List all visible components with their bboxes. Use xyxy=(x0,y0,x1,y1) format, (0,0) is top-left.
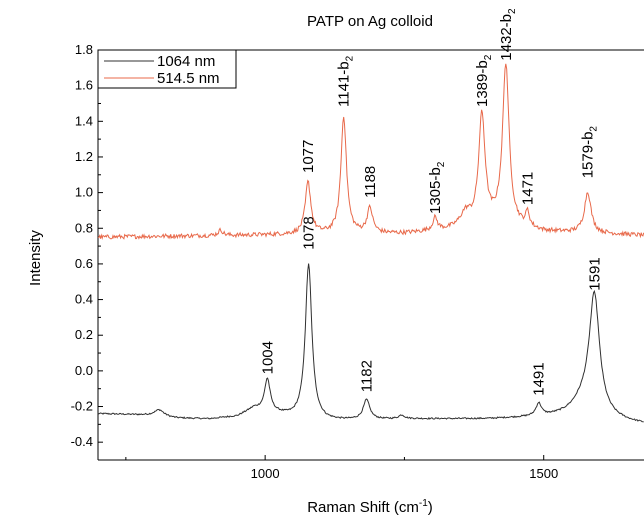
peak-label: 1141-b2 xyxy=(336,55,356,107)
y-tick-label: 1.6 xyxy=(75,78,93,93)
y-tick-label: 0.8 xyxy=(75,220,93,235)
y-tick-label: 0.6 xyxy=(75,256,93,271)
y-tick-label: 1.0 xyxy=(75,185,93,200)
x-tick-label: 1000 xyxy=(251,466,280,481)
legend-label: 1064 nm xyxy=(157,53,215,70)
peak-label: 1579-b2 xyxy=(580,126,600,179)
legend-label: 514.5 nm xyxy=(157,70,220,87)
peak-label: 1305-b2 xyxy=(427,161,447,214)
peak-label: 1432-b2 xyxy=(498,8,518,61)
peak-label: 1078 xyxy=(301,216,318,249)
peak-label: 1004 xyxy=(259,341,276,374)
peak-label: 1077 xyxy=(300,140,317,173)
y-tick-label: 1.4 xyxy=(75,113,93,128)
peak-label: 1491 xyxy=(531,362,548,395)
series-line-nir xyxy=(97,263,644,423)
peak-label: 1591 xyxy=(586,257,603,290)
y-tick-label: 0.2 xyxy=(75,327,93,342)
series-line-vis xyxy=(97,63,644,240)
y-tick-label: -0.2 xyxy=(71,399,93,414)
y-tick-label: 1.8 xyxy=(75,42,93,57)
peak-label: 1471 xyxy=(520,172,537,205)
peak-label: 1389-b2 xyxy=(474,54,494,107)
y-tick-label: 0.0 xyxy=(75,363,93,378)
y-axis-title: Intensity xyxy=(27,230,44,286)
y-tick-label: -0.4 xyxy=(71,434,93,449)
x-tick-label: 1500 xyxy=(529,466,558,481)
chart-title: PATP on Ag colloid xyxy=(307,13,433,30)
legend-box xyxy=(97,49,237,89)
x-axis-title: Raman Shift (cm-1) xyxy=(307,498,433,516)
y-tick-label: 1.2 xyxy=(75,149,93,164)
peak-label: 1188 xyxy=(362,166,379,198)
peak-label: 1182 xyxy=(359,360,376,392)
y-tick-label: 0.4 xyxy=(75,292,93,307)
